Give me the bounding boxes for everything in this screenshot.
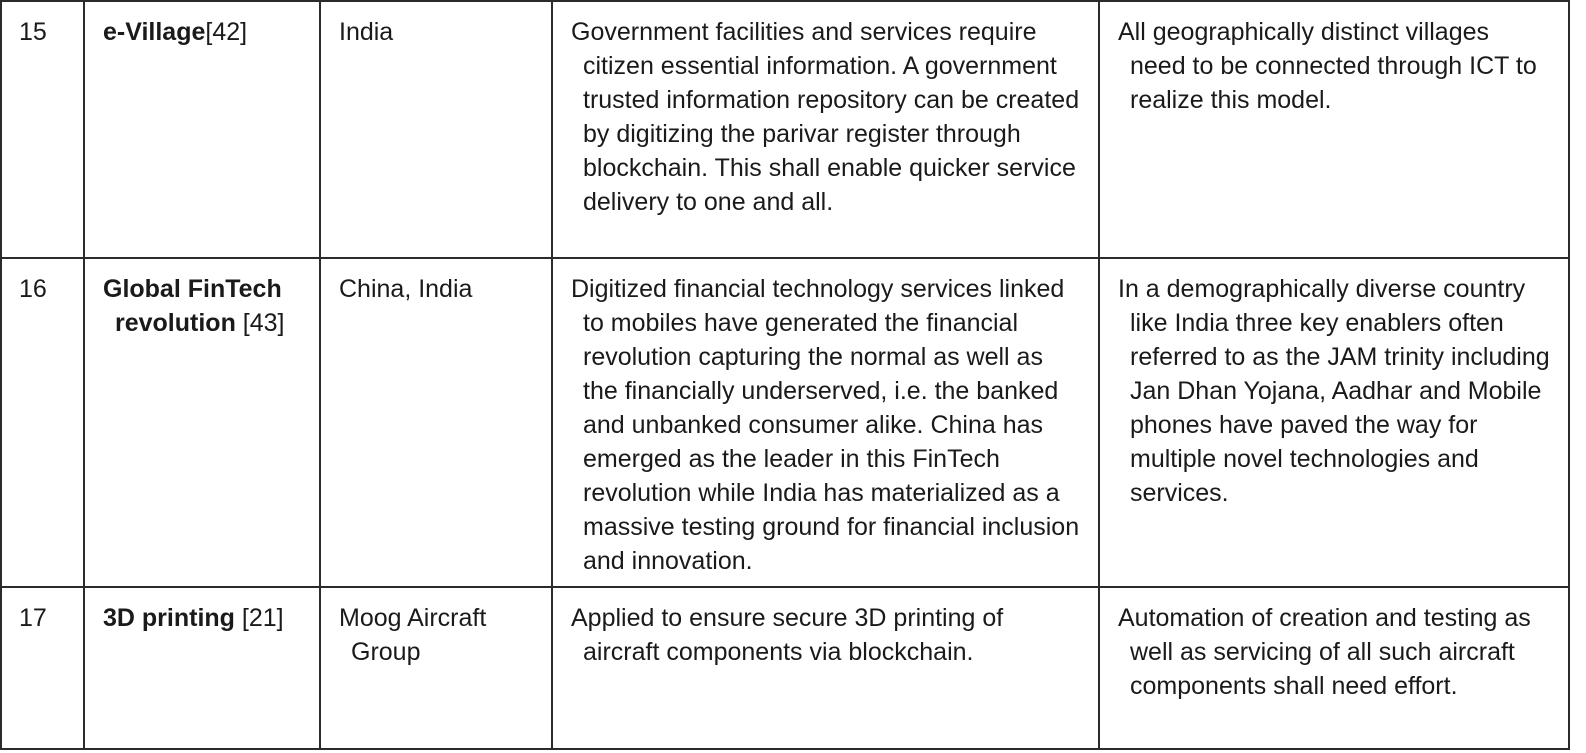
region-cell: India (319, 0, 553, 259)
description-cell: Government facilities and services requi… (551, 0, 1100, 259)
row-number: 16 (19, 275, 47, 303)
region-cell: China, India (319, 257, 553, 588)
remarks-cell: Automation of creation and testing as we… (1098, 586, 1570, 750)
description: Digitized financial technology services … (571, 275, 1080, 575)
region: India (339, 18, 394, 46)
remarks-cell: All geographically distinct villages nee… (1098, 0, 1570, 259)
row-number-cell: 16 (0, 257, 85, 588)
row-number: 15 (19, 18, 47, 46)
remarks: All geographically distinct villages nee… (1118, 18, 1537, 114)
reference: [42] (205, 18, 248, 46)
application-cell: 3D printing [21] (83, 586, 321, 750)
description-cell: Applied to ensure secure 3D printing of … (551, 586, 1100, 750)
region: Moog Aircraft Group (339, 604, 487, 666)
remarks-cell: In a demographically diverse country lik… (1098, 257, 1570, 588)
row-number: 17 (19, 604, 47, 632)
application-name: e-Village (103, 18, 206, 46)
description: Government facilities and services requi… (571, 18, 1080, 216)
application-cell: Global FinTech revolution [43] (83, 257, 321, 588)
application-cell: e-Village[42] (83, 0, 321, 259)
reference: [43] (242, 309, 285, 337)
description-cell: Digitized financial technology services … (551, 257, 1100, 588)
application-name: 3D printing (103, 604, 235, 632)
table-row: 15 e-Village[42] India Government facili… (0, 0, 1570, 259)
application-name: Global FinTech revolution (103, 275, 282, 337)
remarks: Automation of creation and testing as we… (1118, 604, 1531, 700)
region-cell: Moog Aircraft Group (319, 586, 553, 750)
remarks: In a demographically diverse country lik… (1118, 275, 1550, 507)
table-row: 16 Global FinTech revolution [43] China,… (0, 257, 1570, 588)
table-row: 17 3D printing [21] Moog Aircraft Group … (0, 586, 1570, 750)
reference: [21] (241, 604, 284, 632)
row-number-cell: 15 (0, 0, 85, 259)
description: Applied to ensure secure 3D printing of … (571, 604, 1004, 666)
row-number-cell: 17 (0, 586, 85, 750)
region: China, India (339, 275, 473, 303)
